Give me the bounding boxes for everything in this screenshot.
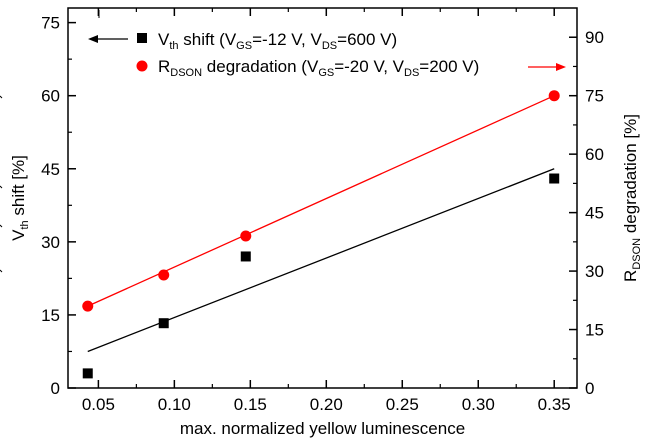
right-axis-label: RDSON degradation [%]: [621, 114, 643, 282]
square-marker: [549, 173, 560, 184]
edge-marks: [0, 10, 100, 273]
fit-line-1: [87, 168, 555, 353]
right-tick-label: 90: [585, 28, 604, 47]
square-marker: [158, 318, 169, 329]
x-tick-label: 0.15: [234, 395, 267, 414]
right-tick-label: 0: [585, 379, 594, 398]
left-tick-label: 75: [41, 14, 60, 33]
right-y-axis: 0 15 30 45 60 75 90: [569, 28, 604, 398]
x-tick-label: 0.25: [386, 395, 419, 414]
circle-marker: [158, 269, 170, 281]
circle-marker: [240, 230, 252, 242]
fit-line-2: [87, 95, 555, 307]
left-tick-label: 45: [41, 160, 60, 179]
right-tick-label: 75: [585, 87, 604, 106]
edge-mark: [0, 185, 3, 189]
right-tick-label: 45: [585, 204, 604, 223]
left-axis-arrowhead: [88, 35, 98, 43]
left-tick-label: 0: [51, 379, 60, 398]
x-tick-label: 0.05: [82, 395, 115, 414]
x-axis-label: max. normalized yellow luminescence: [180, 419, 465, 438]
square-marker: [240, 251, 251, 262]
plot-frame: [67, 7, 578, 389]
axis-labels: max. normalized yellow luminescence Vth s…: [9, 114, 643, 438]
left-tick-label: 30: [41, 233, 60, 252]
right-tick-label: 30: [585, 262, 604, 281]
legend: Vth shift (VGS=-12 V, VDS=600 V) RDSON de…: [88, 30, 566, 79]
circle-marker: [82, 300, 94, 312]
legend-square-marker: [137, 33, 147, 43]
circle-marker: [548, 90, 560, 102]
left-y-axis: 0 15 30 45 60 75: [41, 14, 76, 398]
x-tick-label: 0.35: [538, 395, 571, 414]
x-tick-label: 0.10: [158, 395, 191, 414]
fit-lines: [87, 95, 555, 353]
legend-label-1: Vth shift (VGS=-12 V, VDS=600 V): [158, 30, 397, 52]
x-tick-label: 0.30: [462, 395, 495, 414]
right-tick-label: 60: [585, 145, 604, 164]
x-tick-label: 0.20: [310, 395, 343, 414]
plot-border: [67, 7, 578, 389]
data-markers: [82, 90, 560, 379]
left-tick-label: 15: [41, 306, 60, 325]
right-tick-label: 15: [585, 321, 604, 340]
edge-mark: [0, 269, 3, 273]
edge-mark: [0, 224, 3, 228]
x-axis: 0.05 0.10 0.15 0.20 0.25 0.30 0.35: [82, 8, 571, 414]
legend-label-2: RDSON degradation (VGS=-20 V, VDS=200 V): [158, 57, 479, 79]
edge-mark: [0, 95, 3, 99]
square-marker: [82, 368, 93, 379]
legend-circle-marker: [136, 60, 148, 72]
right-axis-arrowhead: [556, 63, 566, 71]
left-axis-label: Vth shift [%]: [9, 155, 31, 241]
left-tick-label: 60: [41, 87, 60, 106]
